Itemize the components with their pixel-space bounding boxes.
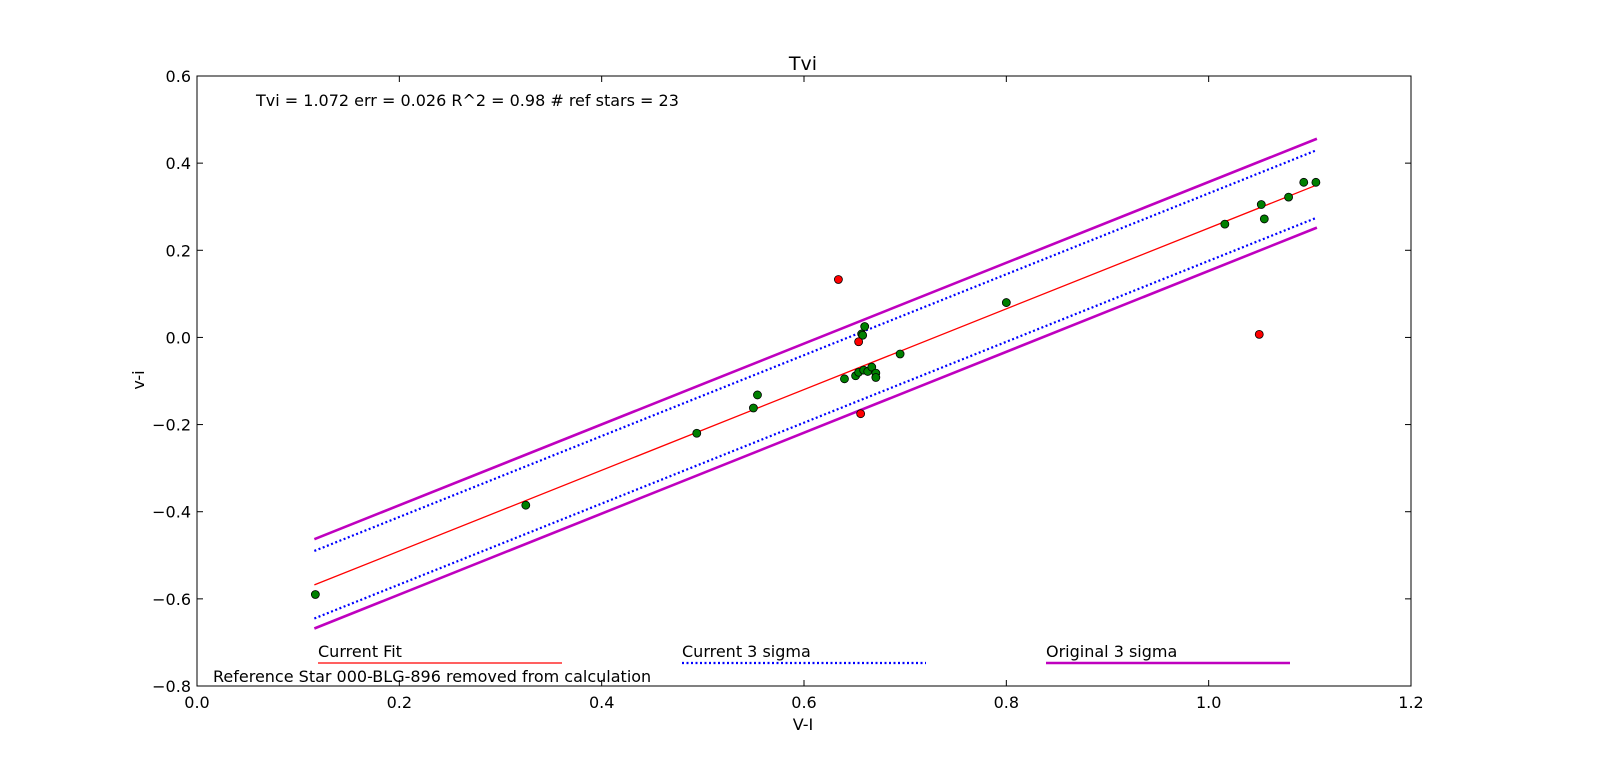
data-point (1256, 200, 1266, 209)
data-point (858, 330, 868, 340)
legend-label: Current 3 sigma (682, 642, 811, 661)
fit-line (314, 184, 1318, 586)
data-point (860, 322, 870, 331)
x-tick-label: 0.4 (589, 693, 614, 712)
data-point (1259, 214, 1269, 224)
fit-line (313, 149, 1318, 552)
x-tick-label: 0.8 (994, 693, 1019, 712)
y-tick-label: −0.2 (152, 416, 191, 435)
y-tick-label: 0.0 (166, 328, 191, 347)
data-point (833, 275, 843, 284)
y-tick-label: −0.4 (152, 503, 191, 522)
legend: Current Fit Current 3 sigma Original 3 sig… (318, 642, 1290, 665)
y-tick-label: 0.4 (166, 154, 191, 173)
x-axis-label: V-I (793, 715, 814, 734)
fit-lines (313, 137, 1318, 630)
data-point (854, 337, 864, 347)
axis-ticks: 0.0 0.2 0.4 0.6 0.8 1.0 1.2 0.6 0.4 0.2 0.0 −0.2 −0.… (152, 67, 1424, 712)
removed-star-note: Reference Star 000-BLG-896 removed from … (213, 667, 651, 686)
data-point (310, 590, 320, 599)
x-tick-label: 0.0 (184, 693, 209, 712)
fit-line (313, 216, 1318, 620)
x-tick-label: 1.0 (1196, 693, 1221, 712)
y-tick-label: −0.6 (152, 590, 191, 609)
data-point (895, 349, 905, 359)
data-point (1299, 177, 1309, 187)
data-point (1284, 192, 1293, 202)
data-point (1254, 329, 1264, 339)
fit-line (313, 226, 1318, 630)
y-axis-label: v-i (129, 370, 148, 389)
y-tick-label: 0.2 (166, 241, 191, 260)
chart-title: Tvi (788, 53, 817, 75)
data-point (1220, 219, 1230, 229)
legend-label: Original 3 sigma (1046, 642, 1177, 661)
data-point (867, 362, 877, 372)
y-tick-label: −0.8 (152, 677, 191, 696)
legend-label: Current Fit (318, 642, 402, 661)
fit-line (313, 137, 1318, 541)
plot-frame (196, 75, 1412, 687)
data-point (753, 390, 762, 400)
data-point (840, 374, 849, 384)
x-tick-label: 1.2 (1398, 693, 1423, 712)
data-point (1311, 177, 1321, 187)
data-point (856, 409, 866, 419)
fit-annotation: Tvi = 1.072 err = 0.026 R^2 = 0.98 # ref… (255, 91, 679, 110)
data-point (692, 428, 702, 438)
y-tick-label: 0.6 (166, 67, 191, 86)
x-tick-label: 0.2 (387, 693, 412, 712)
data-points (310, 177, 1321, 599)
data-point (749, 403, 758, 413)
data-point (521, 500, 531, 510)
x-tick-label: 0.6 (791, 693, 816, 712)
data-point (1001, 298, 1011, 307)
data-point (871, 373, 881, 382)
